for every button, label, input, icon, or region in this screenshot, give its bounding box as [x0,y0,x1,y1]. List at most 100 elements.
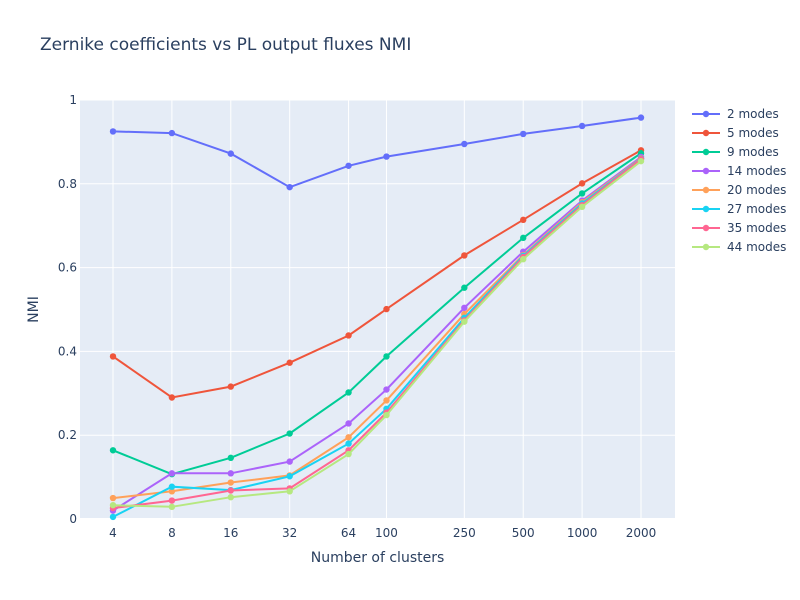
data-point [520,256,527,263]
legend-swatch-marker [702,129,710,137]
legend-item[interactable]: 27 modes [692,202,786,216]
data-point [345,162,352,169]
data-point [637,157,645,165]
data-point [286,458,293,465]
legend-item[interactable]: 14 modes [692,164,786,178]
data-point [383,397,390,404]
data-point [168,129,176,137]
data-point [286,183,293,191]
legend-item[interactable]: 44 modes [692,240,786,254]
legend-item[interactable]: 20 modes [692,183,786,197]
y-axis-label: NMI [26,296,42,323]
legend-swatch-marker [702,224,710,232]
data-point [520,216,527,224]
series-line [112,157,642,518]
data-point [345,332,352,339]
data-point [168,488,176,495]
chart-title: Zernike coefficients vs PL output fluxes… [40,35,411,55]
legend-label: 2 modes [727,107,779,121]
series-line [112,149,642,399]
grid-lines [80,99,675,520]
y-tick-label: 0 [69,512,77,526]
data-point [520,234,527,242]
data-point [227,479,234,486]
data-point [345,389,352,396]
data-point [578,190,586,197]
data-point [383,411,390,419]
data-point [109,447,117,454]
series-2-modes [109,114,645,191]
x-tick-label: 8 [168,526,176,540]
y-tick-label: 0.2 [58,428,77,442]
x-tick-label: 4 [109,526,117,540]
series-line [112,152,642,476]
data-point [383,305,390,313]
y-tick-label: 0.6 [58,261,77,275]
x-tick-label: 1000 [567,526,598,540]
data-point [637,114,645,121]
data-point [286,359,293,366]
x-axis-label: Number of clusters [311,550,445,566]
x-axis-ticks: 4 8 16 32 64 100 250 500 1000 2000 [109,526,656,540]
y-tick-label: 0.4 [58,344,77,358]
data-point [461,304,468,312]
data-point [345,434,352,441]
data-point [520,130,527,138]
data-point [578,203,586,211]
data-point [286,473,293,480]
legend-label: 14 modes [727,164,786,178]
legend-item[interactable]: 35 modes [692,221,786,235]
y-tick-label: 1 [69,93,77,107]
data-point [227,470,234,477]
x-tick-label: 2000 [626,526,657,540]
data-point [383,386,390,393]
data-point [461,318,468,325]
data-point [227,383,234,390]
series-line [112,158,642,510]
data-point [345,450,352,458]
legend[interactable]: 2 modes 5 modes 9 modes 14 modes 20 modes 27 … [692,107,786,254]
data-point [168,394,176,401]
legend-item[interactable]: 9 modes [692,145,779,159]
legend-label: 5 modes [727,126,779,140]
legend-swatch-marker [702,205,710,213]
legend-label: 9 modes [727,145,779,159]
data-point [383,153,390,160]
data-point [461,252,468,259]
data-point [345,440,352,447]
legend-item[interactable]: 5 modes [692,126,779,140]
data-point [109,128,117,135]
data-point [227,454,234,462]
data-point [227,494,234,501]
data-point [461,284,468,291]
data-point [109,353,117,360]
series-line [112,156,642,512]
data-point [383,353,390,360]
series-line [112,116,642,189]
x-tick-label: 16 [223,526,238,540]
data-point [345,420,352,427]
legend-swatch-marker [702,167,710,175]
x-tick-label: 32 [282,526,297,540]
data-point [168,503,176,511]
data-point [286,430,293,437]
y-tick-label: 0.8 [58,177,77,191]
legend-label: 20 modes [727,183,786,197]
legend-label: 35 modes [727,221,786,235]
legend-swatch-marker [702,243,710,251]
series-5-modes [109,147,645,401]
data-point [578,122,586,130]
legend-swatch-marker [702,186,710,194]
data-point [168,483,176,490]
legend-swatch-marker [702,148,710,156]
legend-swatch-marker [702,110,710,118]
series-44-modes [109,157,645,511]
x-tick-label: 250 [453,526,476,540]
legend-item[interactable]: 2 modes [692,107,779,121]
data-point [227,487,234,494]
series-9-modes [109,150,645,478]
data-point [109,501,117,509]
data-point [461,140,468,148]
data-point [109,494,117,502]
